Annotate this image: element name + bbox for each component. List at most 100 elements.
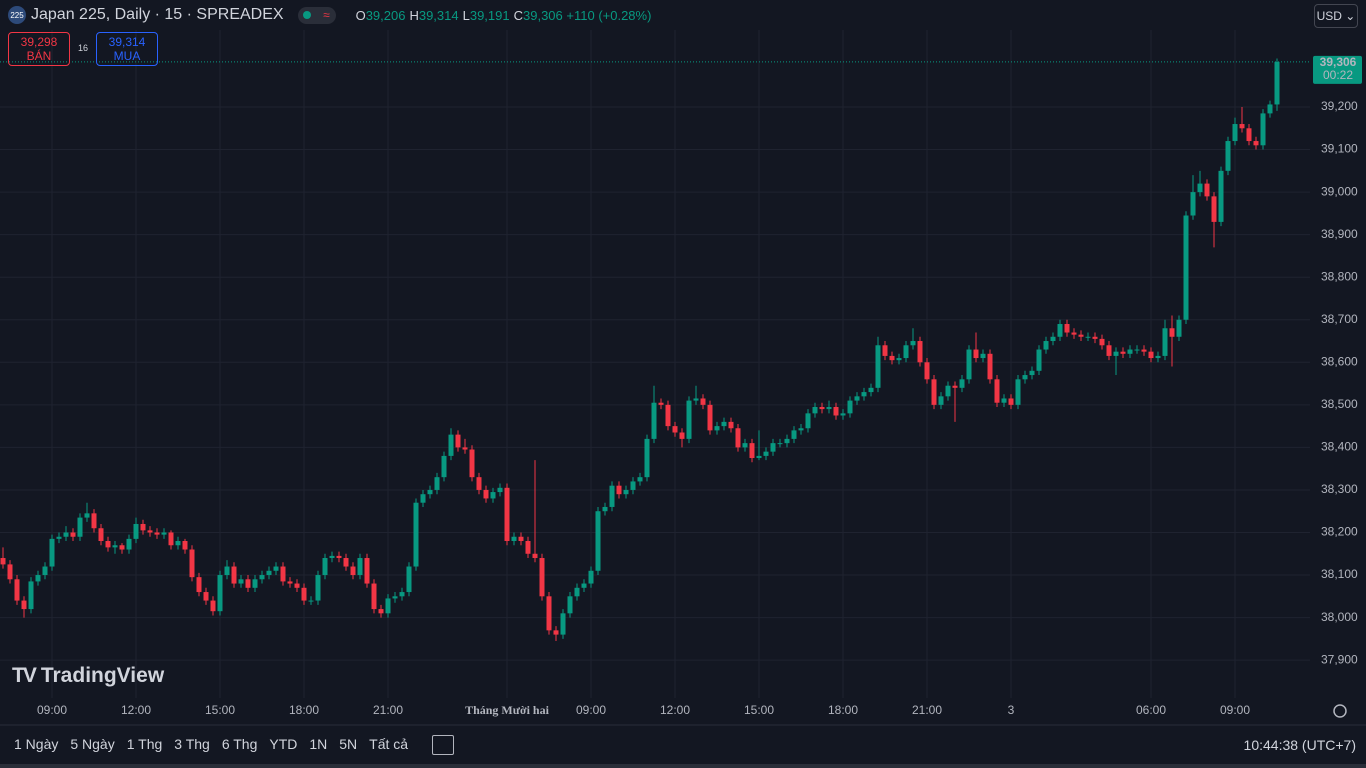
wave-icon: ≈	[323, 8, 330, 22]
candle-body	[217, 575, 223, 612]
date-range-icon[interactable]	[432, 735, 454, 755]
candle-body	[784, 438, 790, 444]
candle-body	[308, 600, 314, 602]
candle-body	[294, 583, 300, 588]
o-key: O	[355, 7, 366, 23]
candle-body	[259, 575, 265, 580]
candle-body	[287, 581, 293, 584]
candle-body	[182, 540, 188, 550]
candle-body	[889, 355, 895, 361]
range-button[interactable]: 1 Thg	[126, 736, 163, 752]
candle-body	[595, 511, 601, 571]
candle-body	[896, 358, 902, 361]
candle-body	[14, 579, 20, 601]
candle-body	[315, 575, 321, 601]
candle-body	[553, 630, 559, 635]
candle-body	[987, 353, 993, 380]
candle-body	[847, 400, 853, 414]
range-button[interactable]: 5N	[339, 736, 358, 752]
h-key: H	[409, 7, 419, 23]
y-tick-label: 38,200	[1321, 525, 1358, 539]
candle-body	[1155, 355, 1161, 359]
candle-body	[1183, 215, 1189, 320]
x-tick-label: 18:00	[828, 703, 858, 717]
range-button[interactable]: Tất cả	[369, 736, 409, 752]
candle-body	[420, 494, 426, 503]
candle-body	[1134, 349, 1140, 351]
range-button[interactable]: 5 Ngày	[70, 736, 115, 752]
buy-button[interactable]: 39,314 MUA	[96, 32, 158, 66]
candle-body	[35, 575, 41, 582]
candle-body	[84, 513, 90, 518]
x-tick-label: 09:00	[576, 703, 606, 717]
price-countdown: 00:22	[1323, 68, 1353, 82]
candle-body	[518, 536, 524, 541]
range-button[interactable]: 1 Ngày	[14, 736, 59, 752]
candle-body	[357, 558, 363, 576]
candle-body	[1127, 349, 1133, 354]
range-button[interactable]: 6 Thg	[221, 736, 258, 752]
candle-body	[714, 426, 720, 431]
candle-body	[665, 404, 671, 427]
symbol-title[interactable]: Japan 225, Daily · 15 · SPREADEX	[31, 6, 284, 23]
candle-body	[28, 581, 34, 610]
candle-body	[959, 379, 965, 388]
candle-body	[322, 558, 328, 576]
y-tick-label: 38,300	[1321, 482, 1358, 496]
candle-body	[77, 517, 83, 537]
candle-body	[1029, 370, 1035, 376]
candle-body	[413, 502, 419, 567]
candle-body	[1246, 128, 1252, 142]
range-toolbar: 1 Ngày 5 Ngày 1 Thg 3 Thg 6 Thg YTD 1N 5N Tất cả	[14, 736, 420, 752]
candle-body	[105, 540, 111, 548]
candle-body	[707, 404, 713, 431]
y-tick-label: 38,900	[1321, 227, 1358, 241]
candle-body	[476, 477, 482, 490]
candle-body	[280, 566, 286, 582]
candle-body	[1008, 398, 1014, 405]
candle-body	[329, 555, 335, 559]
candle-body	[721, 421, 727, 427]
candle-body	[133, 523, 139, 539]
currency-button[interactable]: USD ⌄	[1314, 4, 1358, 28]
sell-button[interactable]: 39,298 BÁN	[8, 32, 70, 66]
candle-body	[1113, 351, 1119, 356]
candle-body	[770, 443, 776, 452]
x-tick-label: 15:00	[205, 703, 235, 717]
candle-body	[791, 430, 797, 439]
candle-body	[980, 353, 986, 359]
candle-body	[1162, 328, 1168, 356]
candle-body	[924, 362, 930, 380]
candle-body	[581, 583, 587, 588]
range-button[interactable]: 3 Thg	[174, 736, 210, 752]
buy-price: 39,314	[108, 35, 146, 49]
candle-body	[917, 341, 923, 363]
candle-body	[952, 385, 958, 388]
candle-body	[994, 379, 1000, 403]
candle-body	[427, 489, 433, 495]
settings-icon[interactable]	[1333, 704, 1347, 718]
candle-body	[875, 345, 881, 388]
candle-body	[861, 392, 867, 397]
candle-body	[1078, 334, 1084, 337]
y-tick-label: 39,100	[1321, 142, 1358, 156]
candle-body	[1015, 379, 1021, 405]
candle-body	[364, 558, 370, 584]
x-tick-label: 12:00	[121, 703, 151, 717]
x-tick-label: 21:00	[912, 703, 942, 717]
candle-body	[826, 406, 832, 410]
candle-body	[252, 579, 258, 588]
candle-body	[1204, 183, 1210, 197]
range-button[interactable]: 1N	[309, 736, 328, 752]
candle-body	[1225, 141, 1231, 171]
status-pill[interactable]: ≈	[297, 6, 336, 24]
candle-body	[1036, 349, 1042, 371]
candle-body	[623, 489, 629, 495]
candle-body	[1148, 351, 1154, 359]
candle-body	[154, 532, 160, 535]
candle-body	[966, 349, 972, 380]
candle-body	[273, 566, 279, 571]
range-button[interactable]: YTD	[269, 736, 298, 752]
sell-label: BÁN	[26, 49, 52, 63]
candle-body	[126, 538, 132, 550]
